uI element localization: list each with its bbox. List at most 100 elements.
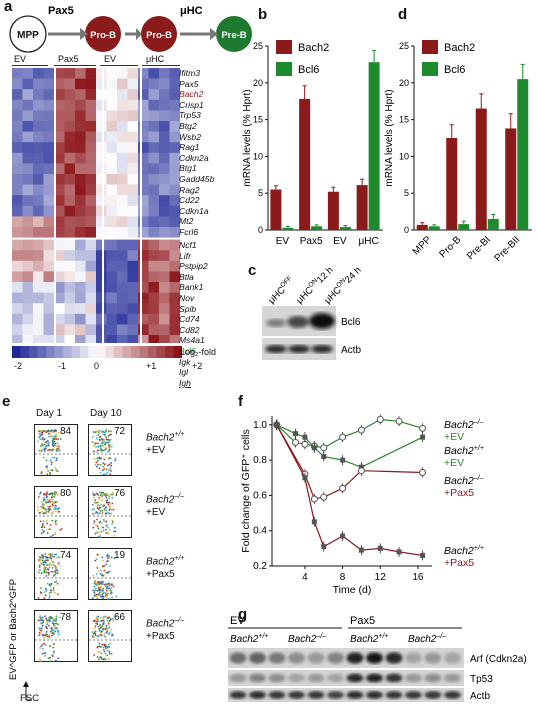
- blot-band: [307, 673, 325, 683]
- data-point: [310, 495, 318, 503]
- heatmap-cell: [22, 121, 34, 132]
- genotype-label: Bach2+/+ +Pax5: [146, 555, 185, 581]
- series-label-treat: +EV: [444, 431, 464, 443]
- heatmap-cell: [159, 324, 170, 336]
- heatmap-cell: [148, 313, 160, 325]
- y-tick-label: 20: [399, 78, 409, 88]
- blot-c: Bcl6 Actb: [262, 306, 361, 360]
- blot-band: [424, 652, 442, 664]
- gene-label: Igk: [179, 356, 191, 367]
- heatmap-cell: [169, 282, 180, 293]
- heatmap-cell: [33, 216, 44, 228]
- heatmap-cell: [106, 68, 118, 79]
- heatmap-cell: [148, 260, 160, 272]
- data-point: [419, 424, 427, 432]
- blot-band: [229, 691, 247, 699]
- heatmap-cell: [117, 121, 128, 132]
- x-tick-label: 8: [340, 572, 346, 583]
- scale-cell: [71, 346, 81, 358]
- blot-band: [249, 691, 266, 699]
- heatmap-cell: [22, 163, 34, 175]
- series-line: [276, 424, 423, 557]
- scale-cell: [173, 346, 182, 358]
- heatmap-cell: [43, 195, 55, 207]
- heatmap-cell: [148, 292, 160, 304]
- series-label-treat: +EV: [444, 457, 464, 469]
- blot-band: [444, 691, 461, 699]
- bar: [339, 227, 351, 230]
- gene-label: Wsb2: [179, 131, 201, 142]
- band-label: Arf (Cdkn2a): [470, 654, 527, 665]
- heatmap-cell: [54, 195, 65, 207]
- heatmap-cell: [127, 324, 139, 336]
- heatmap-cell: [127, 110, 139, 122]
- heatmap-cell: [117, 303, 128, 315]
- heatmap-cell: [159, 142, 170, 154]
- heatmap-cell: [117, 89, 128, 101]
- bar: [517, 79, 529, 230]
- y-tick-label: 1.0: [253, 420, 267, 431]
- panel-label-g: g: [238, 606, 248, 623]
- heatmap-cell: [159, 89, 170, 101]
- heatmap-cell: [159, 110, 170, 122]
- heatmap-cell: [159, 313, 170, 325]
- x-tick-label: MPP: [411, 234, 434, 257]
- data-point: [320, 493, 328, 501]
- scale-tick: +1: [146, 361, 157, 371]
- heatmap-cell: [64, 250, 76, 262]
- heatmap-cell: [33, 292, 44, 304]
- heatmap-cell: [22, 195, 34, 207]
- scale-cell: [131, 346, 140, 358]
- heatmap-cell: [127, 260, 139, 272]
- heatmap-cell: [138, 324, 149, 336]
- blot-band: [444, 652, 461, 664]
- heatmap-cell: [169, 89, 180, 101]
- heatmap-cell: [64, 195, 76, 207]
- heatmap-cell: [117, 205, 128, 217]
- heatmap-cell: [43, 271, 55, 283]
- blot-band: [346, 691, 364, 699]
- heatmap-cell: [12, 99, 23, 111]
- heatmap-cell: [169, 131, 180, 143]
- heatmap-cell: [54, 271, 65, 283]
- heatmap-cell: [117, 184, 128, 196]
- heatmap-cell: [85, 163, 97, 175]
- legend-swatch: [422, 62, 438, 76]
- heatmap-cell: [22, 216, 34, 228]
- heatmap-cell: [106, 303, 118, 315]
- heatmap-cell: [117, 324, 128, 336]
- heatmap-cell: [169, 292, 180, 304]
- percent-label: 19: [114, 550, 126, 561]
- y-tick-label: 0: [258, 225, 263, 235]
- heatmap-cell: [54, 205, 65, 217]
- bar-chart-d: 0 5 10 15 20 25 MPP Pro-B Pre-BI Pre-BII mRNA leve…: [384, 40, 532, 264]
- heatmap-cell: [148, 195, 160, 207]
- heatmap-cell: [159, 303, 170, 315]
- heatmap-cell: [33, 142, 44, 154]
- heatmap-cell: [22, 110, 34, 122]
- blot-band: [444, 673, 461, 683]
- heatmap-cell: [159, 282, 170, 293]
- heatmap-cell: [117, 152, 128, 164]
- heatmap-cell: [64, 216, 76, 228]
- heatmap-cell: [33, 271, 44, 283]
- heatmap-cell: [169, 184, 180, 196]
- heatmap-cell: [159, 250, 170, 262]
- gene-label: Ifitm3: [179, 68, 201, 78]
- heatmap-cell: [96, 271, 107, 283]
- heatmap-cell: [85, 131, 97, 143]
- heatmap-cell: [117, 99, 128, 111]
- heatmap-cell: [106, 184, 118, 196]
- heatmap-cell: [54, 174, 65, 185]
- panel-label-b: b: [258, 6, 268, 23]
- blot-band: [346, 673, 364, 683]
- heatmap-cell: [169, 303, 180, 315]
- heatmap-cell: [96, 324, 107, 336]
- gene-label: Crisp1: [179, 99, 204, 110]
- heatmap-cell: [138, 239, 149, 251]
- heatmap-cell: [75, 205, 86, 217]
- heatmap-cell: [159, 131, 170, 143]
- flow-plot: [88, 548, 132, 600]
- blot-band: [268, 652, 286, 664]
- heatmap-cell: [148, 335, 160, 343]
